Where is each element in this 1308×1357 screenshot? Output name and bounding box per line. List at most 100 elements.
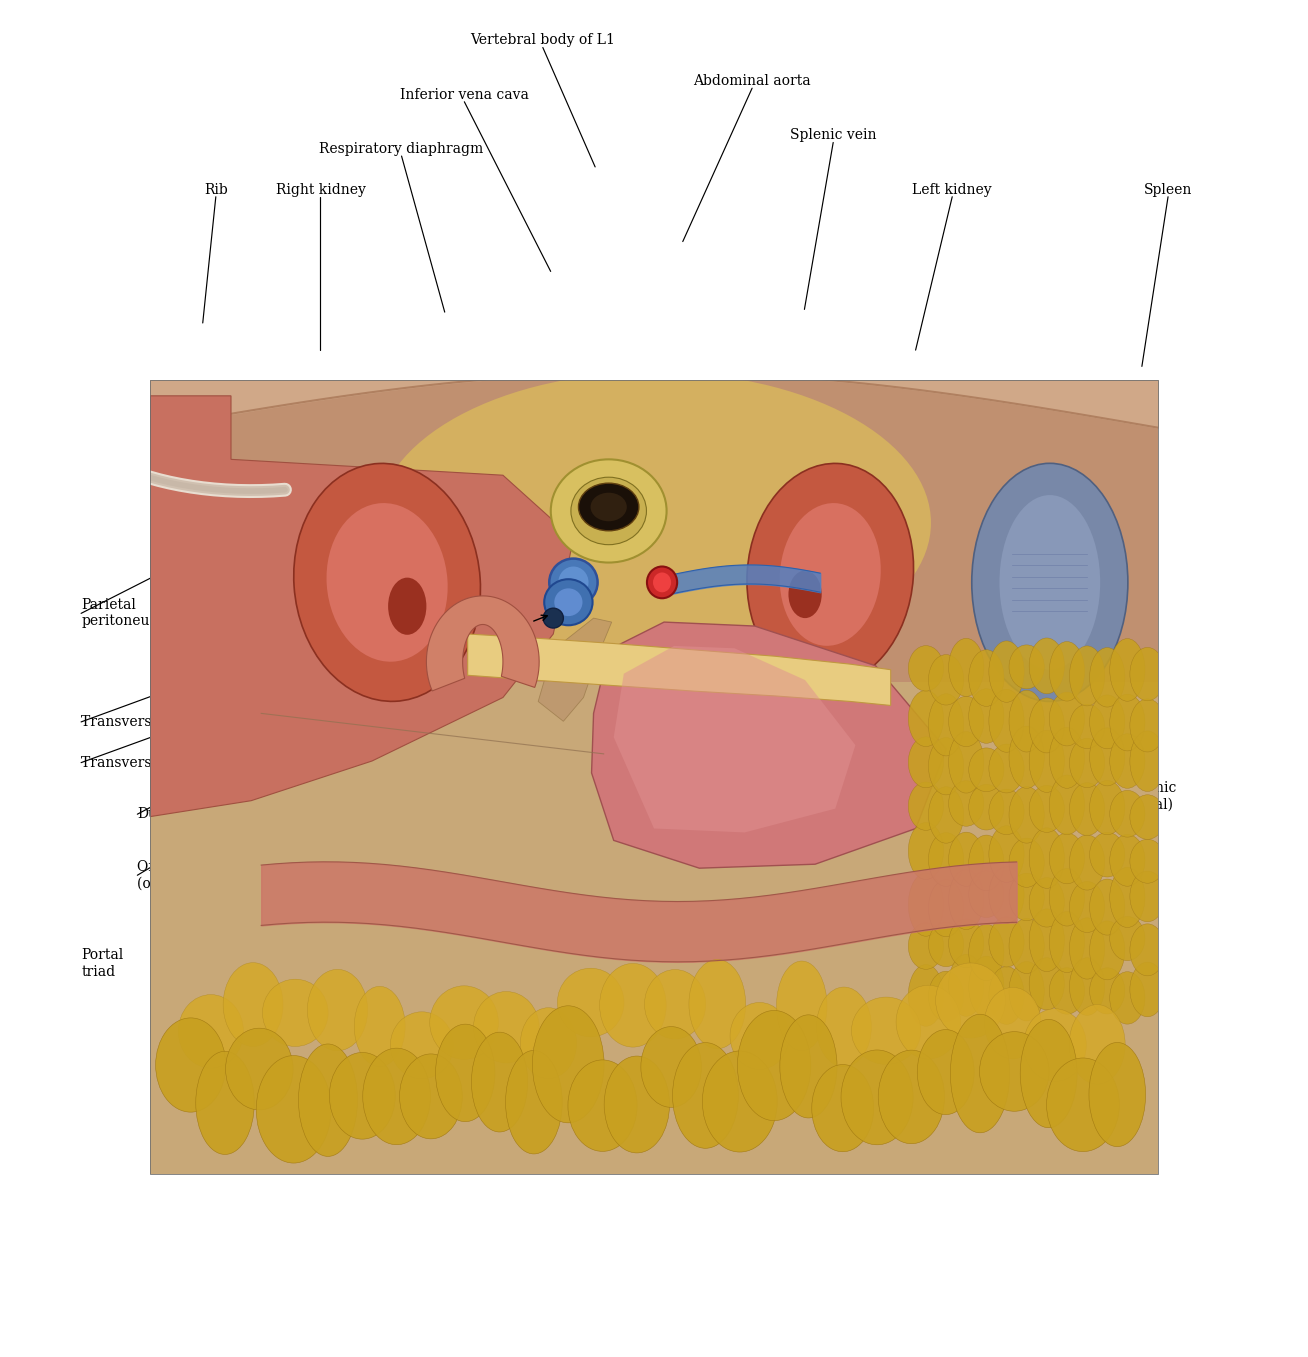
Ellipse shape — [929, 833, 964, 886]
Ellipse shape — [908, 646, 943, 691]
Ellipse shape — [969, 784, 1005, 830]
Ellipse shape — [1130, 699, 1165, 752]
Ellipse shape — [1090, 832, 1125, 877]
Ellipse shape — [532, 1006, 604, 1122]
Ellipse shape — [1008, 787, 1044, 843]
Ellipse shape — [196, 1052, 254, 1155]
Ellipse shape — [969, 689, 1005, 744]
Ellipse shape — [1090, 879, 1125, 935]
Text: Rib: Rib — [204, 183, 228, 197]
Ellipse shape — [1109, 867, 1144, 928]
Ellipse shape — [559, 566, 589, 598]
Ellipse shape — [327, 503, 447, 662]
Text: Omental bursa (lesser sac): Omental bursa (lesser sac) — [540, 1063, 730, 1076]
Ellipse shape — [989, 744, 1024, 792]
Ellipse shape — [390, 1012, 454, 1079]
Ellipse shape — [948, 638, 984, 696]
Ellipse shape — [354, 987, 405, 1067]
Ellipse shape — [298, 1044, 357, 1156]
Ellipse shape — [1008, 873, 1044, 921]
Ellipse shape — [1024, 1008, 1086, 1082]
Text: Greater omentum: Greater omentum — [789, 871, 914, 885]
Ellipse shape — [780, 503, 880, 646]
Ellipse shape — [1020, 1019, 1076, 1128]
Ellipse shape — [1008, 839, 1044, 887]
Ellipse shape — [989, 867, 1024, 923]
Ellipse shape — [1130, 731, 1165, 791]
Ellipse shape — [330, 1053, 395, 1139]
Ellipse shape — [948, 954, 984, 1016]
Ellipse shape — [969, 957, 1005, 1018]
Ellipse shape — [730, 1003, 789, 1069]
Ellipse shape — [969, 924, 1005, 981]
Ellipse shape — [989, 917, 1024, 968]
Ellipse shape — [1049, 642, 1084, 702]
Ellipse shape — [1130, 924, 1165, 976]
Ellipse shape — [570, 478, 646, 544]
Ellipse shape — [989, 966, 1024, 1025]
Ellipse shape — [471, 1033, 527, 1132]
Ellipse shape — [1109, 916, 1144, 961]
Text: Hepatic portal vein: Hepatic portal vein — [268, 965, 404, 978]
Text: Lesser omentum (hepatoduodenal
and hepatogastric ligaments): Lesser omentum (hepatoduodenal and hepat… — [497, 1102, 739, 1132]
Ellipse shape — [777, 961, 827, 1050]
Ellipse shape — [948, 919, 984, 968]
Ellipse shape — [362, 1048, 430, 1145]
Polygon shape — [468, 634, 891, 706]
Text: Right kidney: Right kidney — [276, 183, 365, 197]
Ellipse shape — [878, 1050, 944, 1144]
Text: Vertebral body of L1: Vertebral body of L1 — [471, 34, 615, 47]
Ellipse shape — [1109, 695, 1144, 750]
Ellipse shape — [969, 871, 1005, 917]
Polygon shape — [150, 396, 573, 817]
Ellipse shape — [929, 654, 964, 706]
Ellipse shape — [1090, 968, 1125, 1014]
Ellipse shape — [948, 780, 984, 826]
Ellipse shape — [747, 463, 913, 685]
Text: Splenic vein: Splenic vein — [790, 129, 876, 142]
Ellipse shape — [908, 737, 943, 788]
Ellipse shape — [1008, 962, 1044, 1020]
Ellipse shape — [551, 459, 667, 563]
Circle shape — [590, 493, 627, 521]
Ellipse shape — [1070, 646, 1105, 706]
Ellipse shape — [1130, 647, 1165, 700]
Ellipse shape — [505, 1050, 562, 1153]
Ellipse shape — [972, 463, 1127, 702]
Ellipse shape — [929, 923, 964, 966]
Ellipse shape — [896, 985, 960, 1058]
Ellipse shape — [1090, 727, 1125, 786]
Ellipse shape — [738, 1011, 811, 1121]
Ellipse shape — [948, 731, 984, 792]
Ellipse shape — [929, 693, 964, 756]
Ellipse shape — [969, 835, 1005, 890]
Ellipse shape — [985, 988, 1041, 1058]
Ellipse shape — [929, 787, 964, 843]
Polygon shape — [150, 380, 1158, 681]
Ellipse shape — [1008, 726, 1044, 788]
Ellipse shape — [568, 1060, 637, 1151]
Ellipse shape — [1029, 958, 1065, 1010]
Ellipse shape — [599, 963, 666, 1048]
Ellipse shape — [1049, 912, 1084, 973]
Text: Inferior vena cava: Inferior vena cava — [400, 88, 528, 102]
Ellipse shape — [948, 832, 984, 886]
Ellipse shape — [1109, 639, 1144, 702]
Ellipse shape — [969, 748, 1005, 791]
Ellipse shape — [908, 873, 943, 936]
Ellipse shape — [1049, 868, 1084, 925]
Text: Omental foramen
(of Winslow): Omental foramen (of Winslow) — [137, 860, 262, 890]
Ellipse shape — [307, 969, 368, 1050]
Ellipse shape — [156, 1018, 226, 1113]
Text: Visceral peritoneum (cut edges): Visceral peritoneum (cut edges) — [808, 919, 1035, 932]
Ellipse shape — [224, 962, 283, 1046]
Ellipse shape — [1130, 839, 1165, 883]
Ellipse shape — [812, 1064, 874, 1152]
Ellipse shape — [178, 995, 243, 1068]
Ellipse shape — [908, 691, 943, 746]
Ellipse shape — [1070, 917, 1105, 980]
Ellipse shape — [549, 559, 598, 607]
Ellipse shape — [816, 987, 871, 1067]
Ellipse shape — [653, 573, 671, 592]
Ellipse shape — [1130, 795, 1165, 840]
